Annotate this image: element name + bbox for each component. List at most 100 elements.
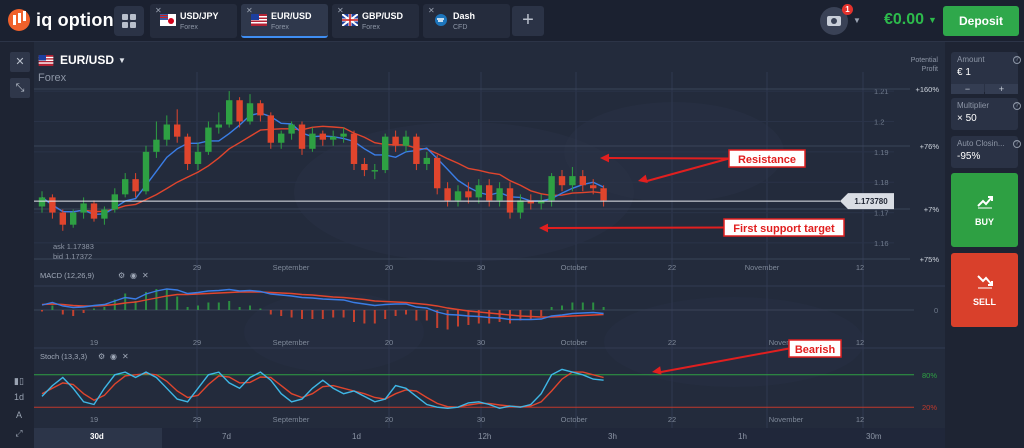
amount-value[interactable]: € 1 [957,67,971,78]
date-tick-label: 22 [668,263,676,272]
asset-grid-button[interactable] [114,6,144,36]
macd-histogram-bar [457,310,459,327]
timeframe-1d[interactable]: 1d [352,432,361,441]
auto-closing-value[interactable]: -95% [957,151,981,162]
add-tab-button[interactable]: + [512,6,544,36]
candle-body [184,136,191,164]
buy-label: BUY [974,217,994,227]
help-icon[interactable]: ? [1013,140,1021,148]
profit-level-label: +75% [920,255,940,264]
logo[interactable]: iq option [8,9,114,31]
draw-tool-icon[interactable]: ⤢ [15,428,23,438]
date-tick-label: 19 [90,415,98,424]
macd-histogram-bar [342,310,345,318]
close-icon[interactable]: ✕ [337,6,344,15]
macd-histogram-bar [165,289,168,310]
price-chart[interactable]: 1.21 1.2 1.19 1.18 1.17 1.16 +160% +76% +7% +75% 1… [14,42,945,428]
resistance-annotation-arrow-line [646,157,730,182]
visibility-icon: ◉ [110,352,117,361]
text-tool-icon[interactable]: A [15,410,22,420]
timeframe-30m[interactable]: 30m [866,432,882,441]
date-tick-label: 29 [193,263,201,272]
date-tick-label: November [769,415,804,424]
macd-histogram-bar [488,310,491,324]
timeframe-3h[interactable]: 3h [608,432,617,441]
multiplier-value[interactable]: × 50 [957,113,977,124]
visibility-icon: ◉ [130,271,137,280]
grid-icon [122,14,128,20]
sell-button[interactable]: SELL [951,253,1018,327]
tab-kind: Forex [362,24,380,31]
macd-histogram-bar [249,305,251,310]
auto-closing-field[interactable]: Auto Closin... ? -95% [951,136,1021,168]
tab-pair: Dash [453,11,476,21]
timeframe-12h[interactable]: 12h [478,432,492,441]
macd-histogram-bar [529,310,532,319]
close-chart-icon[interactable]: ✕ [10,52,30,72]
help-icon[interactable]: ? [1013,56,1021,64]
candle-body [465,191,472,198]
auto-closing-label: Auto Closin... [957,139,1005,148]
macd-histogram-bar [394,310,397,316]
date-tick-label: 12 [856,263,864,272]
macd-histogram-bar [602,307,605,310]
candle-body [70,212,77,225]
date-tick-label: 22 [668,415,676,424]
candle-body [558,176,566,186]
stoch-k-line [41,368,604,410]
asset-selector[interactable]: EUR/USD ▼ [38,53,126,67]
notification-badge: 1 [842,4,853,15]
tab-pair: USD/JPY [180,11,219,21]
balance-display[interactable]: €0.00 [884,11,925,28]
timeframe-selector[interactable]: 1d [13,392,24,402]
tab-usd-jpy[interactable]: ✕ USD/JPY Forex [150,4,237,38]
close-icon[interactable]: ✕ [246,6,253,15]
date-tick-label: 22 [668,338,676,347]
candle-body [475,185,482,198]
timeframe-1h[interactable]: 1h [738,432,747,441]
candle-body [330,136,337,140]
camera-icon[interactable] [820,7,848,35]
macd-label: MACD (12,26,9) [40,271,95,280]
decrease-button[interactable]: − [951,84,984,94]
profit-level-label: +76% [920,142,940,151]
date-tick-label: 29 [193,415,201,424]
eur-usd-flag-icon [38,54,54,66]
tab-gbp-usd[interactable]: ✕ GBP/USD Forex [332,4,419,38]
macd-histogram-bar [197,305,199,310]
chevron-down-icon[interactable]: ▼ [853,16,861,25]
candle-body [288,124,295,134]
eur-usd-flag-icon [251,14,267,26]
help-icon[interactable]: ? [1013,102,1021,110]
bid-price: bid 1.17372 [53,252,93,261]
multiplier-field[interactable]: Multiplier ? × 50 [951,98,1021,130]
collapse-icon[interactable]: ⤡ [10,78,30,98]
buy-button[interactable]: BUY [951,173,1018,247]
candle-body [579,176,586,186]
tab-eur-usd[interactable]: ✕ EUR/USD Forex [241,4,328,38]
profit-level-label: +7% [924,205,940,214]
date-tick-label: September [273,415,310,424]
settings-icon: ⚙ [118,271,125,280]
macd-histogram-bar [269,310,272,315]
candle-body [257,103,264,116]
close-icon[interactable]: ✕ [428,6,435,15]
close-icon: ✕ [142,271,149,280]
date-tick-label: 19 [90,338,98,347]
tab-dash[interactable]: ✕ Dash CFD [423,4,510,38]
chevron-down-icon[interactable]: ▼ [928,15,937,25]
tab-pair: GBP/USD [362,11,404,21]
candle-body [548,176,555,201]
candle-body [319,133,326,140]
chart-area[interactable]: 1.21 1.2 1.19 1.18 1.17 1.16 +160% +76% +7% +75% 1… [14,42,945,428]
deposit-button[interactable]: Deposit [943,6,1019,36]
increase-button[interactable]: + [985,84,1018,94]
chart-type-icon[interactable]: ▮▯ [14,376,24,386]
timeframe-30d[interactable]: 30d [90,432,104,441]
macd-histogram-bar [321,310,324,319]
map-shape [604,297,864,387]
timeframe-bar: 30d 7d 1d 12h 3h 1h 30m [34,428,945,448]
close-icon[interactable]: ✕ [155,6,162,15]
timeframe-7d[interactable]: 7d [222,432,231,441]
tab-kind: Forex [271,24,289,31]
